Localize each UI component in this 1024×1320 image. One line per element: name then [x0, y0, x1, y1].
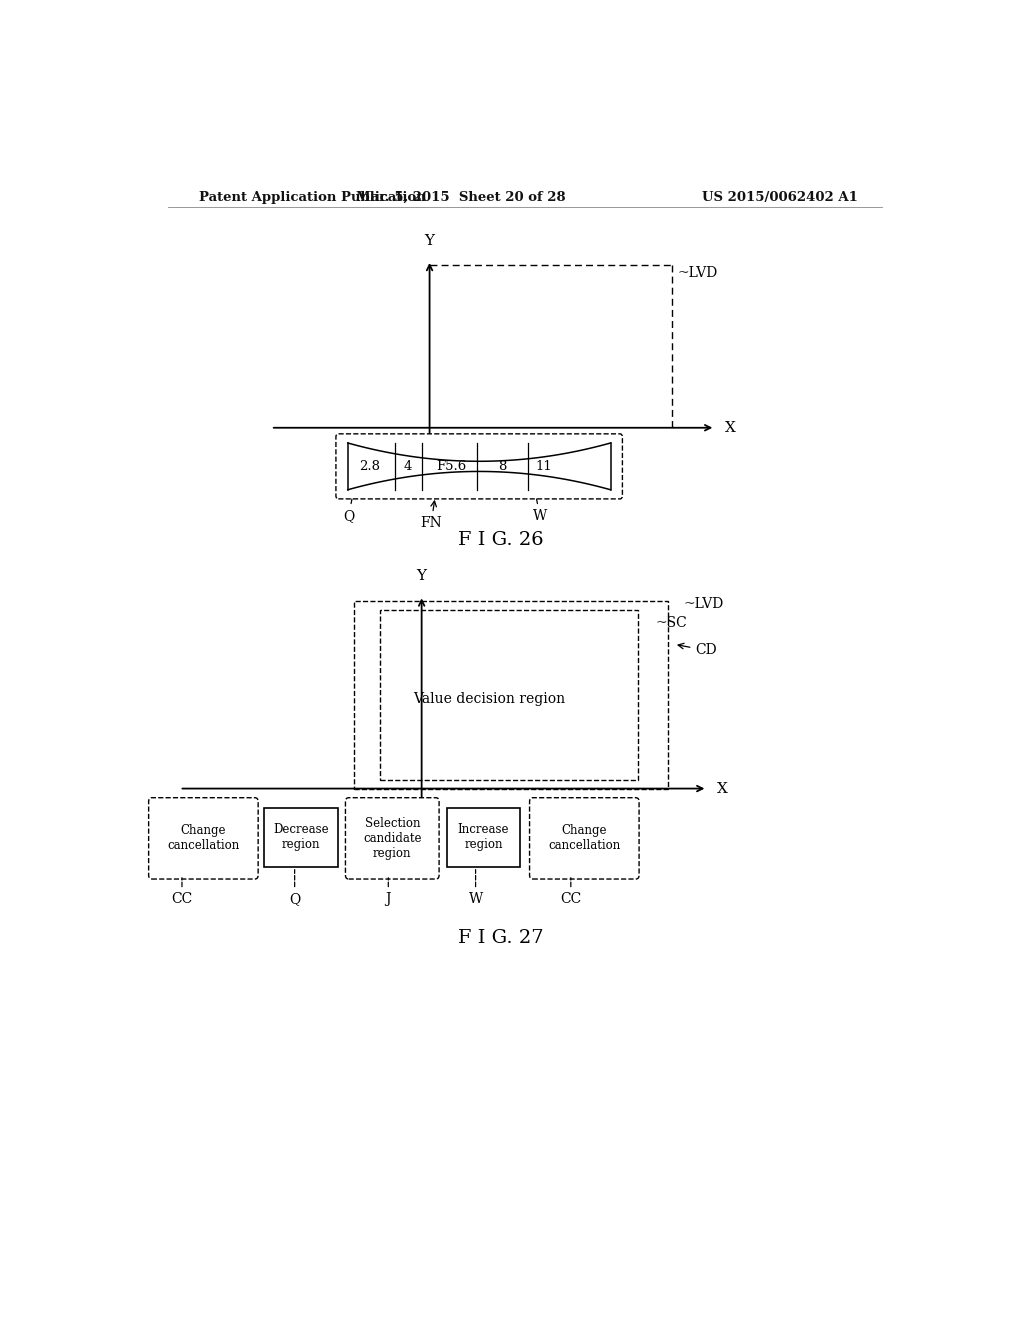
FancyBboxPatch shape	[264, 808, 338, 867]
Text: Increase
region: Increase region	[458, 824, 509, 851]
Text: Decrease
region: Decrease region	[273, 824, 329, 851]
Text: Q: Q	[343, 499, 354, 523]
Text: Q: Q	[289, 870, 300, 907]
Text: W: W	[468, 870, 482, 907]
Text: 2.8: 2.8	[359, 459, 381, 473]
Bar	[380, 610, 638, 780]
Text: Y: Y	[417, 569, 427, 583]
Text: 8: 8	[499, 459, 507, 473]
Text: ~LVD: ~LVD	[684, 597, 724, 611]
Text: CC: CC	[171, 878, 193, 907]
FancyBboxPatch shape	[345, 797, 439, 879]
Text: CD: CD	[678, 643, 717, 657]
Text: 11: 11	[536, 459, 552, 473]
Polygon shape	[348, 444, 610, 490]
Text: F5.6: F5.6	[436, 459, 467, 473]
Text: X: X	[717, 781, 728, 796]
Text: X: X	[725, 421, 735, 434]
FancyBboxPatch shape	[529, 797, 639, 879]
Text: Patent Application Publication: Patent Application Publication	[200, 190, 426, 203]
FancyBboxPatch shape	[148, 797, 258, 879]
Text: J: J	[386, 878, 391, 907]
FancyBboxPatch shape	[447, 808, 520, 867]
Text: Change
cancellation: Change cancellation	[167, 825, 240, 853]
Text: ~LVD: ~LVD	[678, 267, 718, 280]
Text: CC: CC	[560, 878, 582, 907]
Text: 4: 4	[403, 459, 413, 473]
Text: W: W	[532, 499, 547, 523]
Text: F I G. 27: F I G. 27	[458, 929, 544, 946]
Text: US 2015/0062402 A1: US 2015/0062402 A1	[702, 190, 858, 203]
FancyBboxPatch shape	[336, 434, 623, 499]
Text: ~SC: ~SC	[655, 616, 687, 630]
Text: FN: FN	[420, 502, 442, 531]
Text: Selection
candidate
region: Selection candidate region	[364, 817, 422, 859]
Text: Mar. 5, 2015  Sheet 20 of 28: Mar. 5, 2015 Sheet 20 of 28	[356, 190, 566, 203]
Text: F I G. 26: F I G. 26	[458, 531, 544, 549]
Text: Change
cancellation: Change cancellation	[548, 825, 621, 853]
Text: Y: Y	[425, 234, 434, 248]
Text: Value decision region: Value decision region	[413, 692, 565, 706]
Bar	[354, 601, 668, 788]
